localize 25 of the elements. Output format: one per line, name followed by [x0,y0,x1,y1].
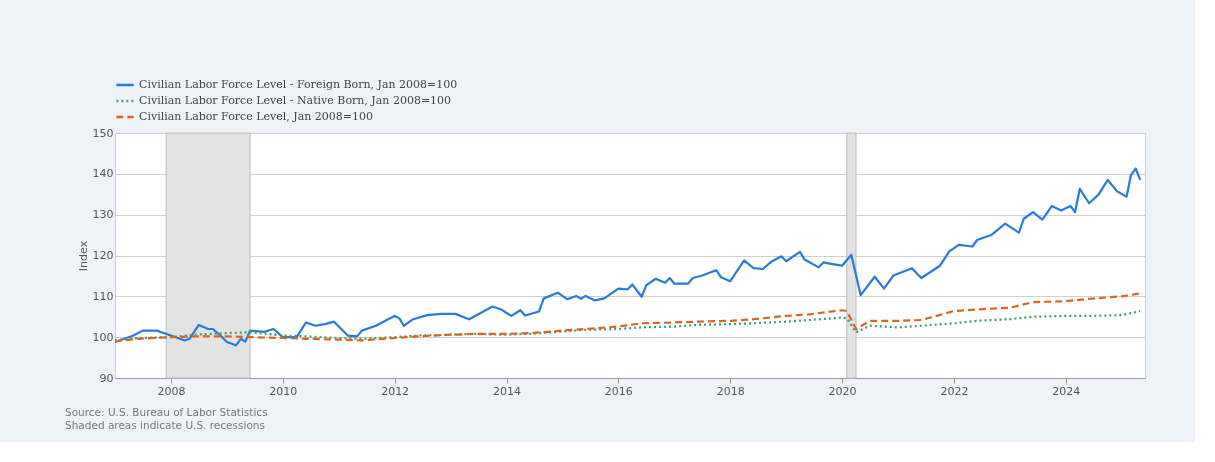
y-tick-label: 140 [92,167,114,181]
legend-label: Civilian Labor Force Level - Foreign Born, Jan 2008=100 [139,78,458,91]
line-series [115,292,1142,343]
x-tick-label: 2008 [157,384,186,398]
y-tick-label: 100 [92,330,114,344]
line-series [115,167,1142,347]
y-tick-label: 150 [92,126,114,140]
y-tick-label: 120 [92,249,114,262]
x-tick-label: 2018 [716,384,745,398]
x-tick-label: 2016 [604,384,633,398]
legend-label: Civilian Labor Force Level - Native Born, Jan 2008=100 [139,94,452,107]
x-tick-label: 2014 [493,384,522,398]
legend-label: Civilian Labor Force Level, Jan 2008=100 [139,110,374,123]
x-tick-label: 2024 [1052,384,1081,398]
y-tick-label: 90 [99,371,114,385]
y-axis-title: Index [76,240,90,272]
x-tick-label: 2020 [828,384,857,398]
text: Shaded areas indicate U.S. recessions [65,419,265,431]
x-tick-label: 2012 [381,384,410,398]
x-tick-label: 2010 [269,384,298,398]
y-tick-label: 110 [92,289,114,303]
y-tick-label: 130 [92,208,114,222]
line-series [115,309,1142,342]
source-note: Source: U.S. Bureau of Labor Statistics [65,406,268,418]
x-tick-label: 2022 [940,384,969,398]
